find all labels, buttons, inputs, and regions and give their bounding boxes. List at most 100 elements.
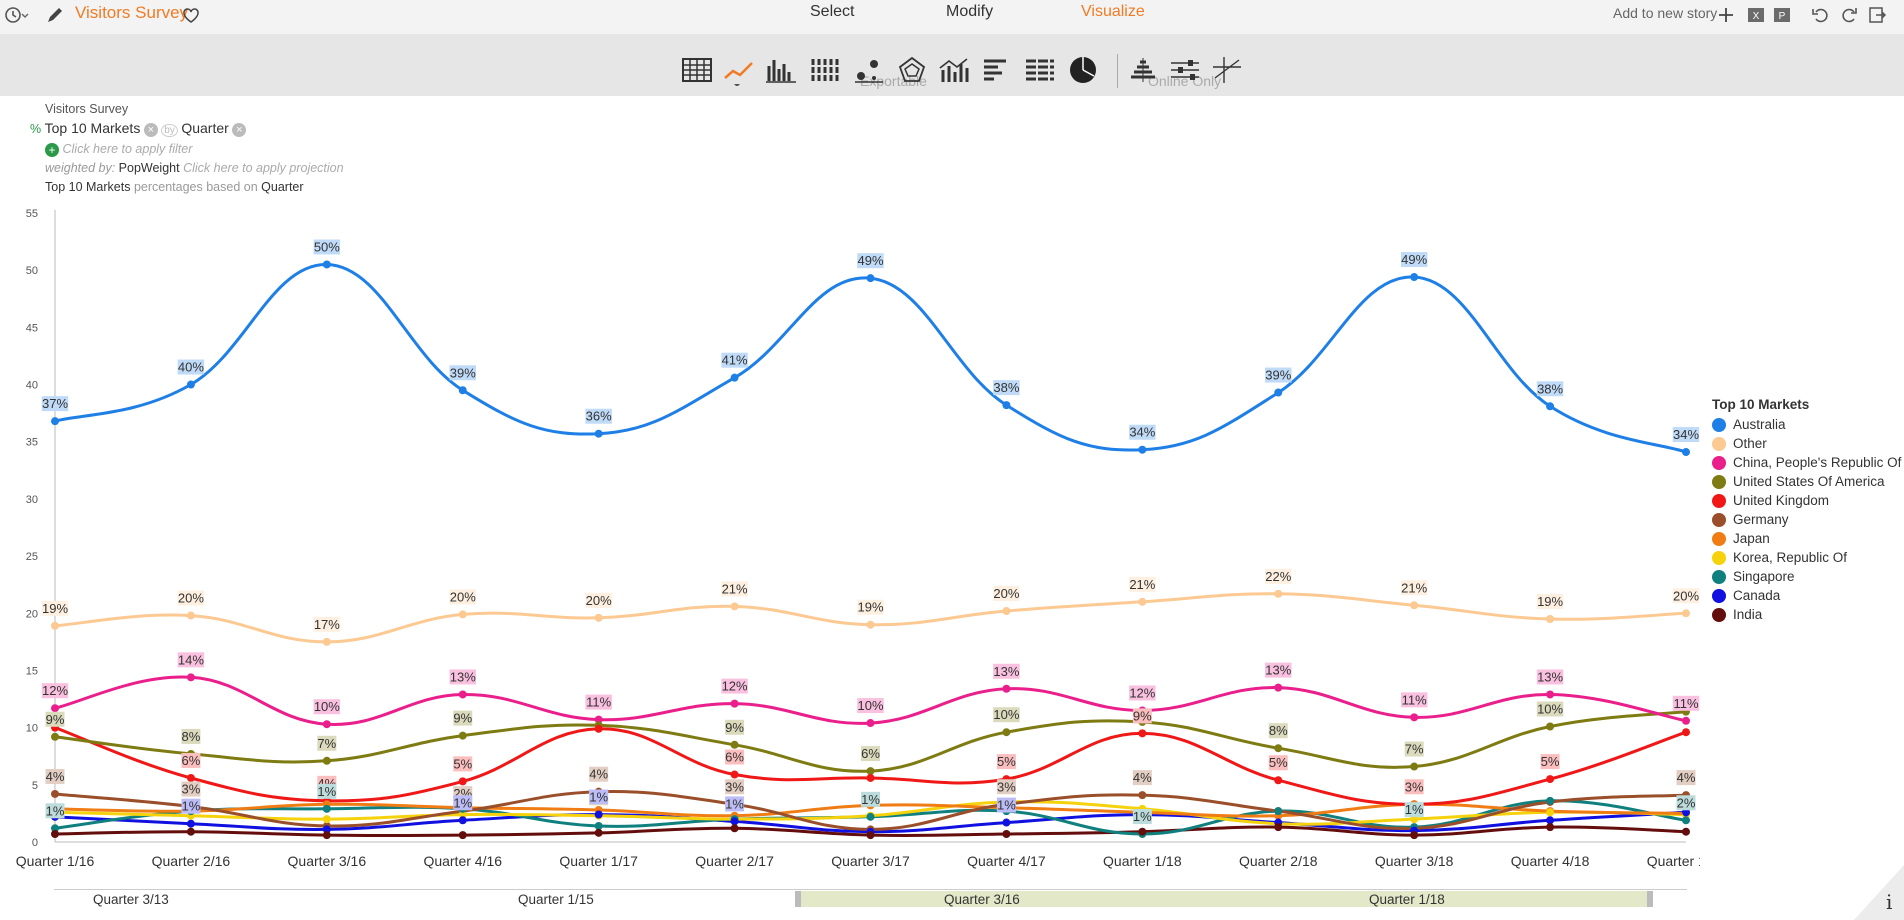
data-label: 9% [453, 711, 472, 726]
legend-item[interactable]: India [1712, 605, 1901, 624]
legend-label: United Kingdom [1733, 493, 1830, 508]
timeline-navigator[interactable] [54, 889, 1687, 910]
x-tick-label: Quarter 2/18 [1239, 853, 1318, 869]
projection-placeholder[interactable]: Click here to apply projection [183, 161, 344, 175]
history-icon[interactable] [2, 4, 24, 26]
exit-icon[interactable] [1866, 4, 1888, 26]
remove-row-icon[interactable]: × [143, 122, 158, 137]
navigator-left-handle[interactable] [795, 891, 801, 907]
data-point [1002, 606, 1011, 615]
slider-icon[interactable] [1168, 54, 1202, 86]
radar-icon[interactable] [895, 54, 929, 86]
data-point [458, 690, 467, 699]
data-point [1546, 690, 1555, 699]
data-label: 1% [725, 796, 744, 811]
add-to-story-link[interactable]: Add to new story [1613, 5, 1718, 21]
data-point [1682, 816, 1690, 825]
pyramid-icon[interactable] [1126, 54, 1160, 86]
online-only-label: Online Only [1148, 73, 1222, 89]
info-icon[interactable]: i [1886, 890, 1893, 914]
data-label-bg [589, 789, 609, 805]
data-label-bg [721, 581, 748, 597]
scatter-icon[interactable] [852, 54, 886, 86]
data-label-bg [1132, 770, 1152, 786]
bar-chart-icon[interactable] [764, 54, 798, 86]
line-chart: 0 5 10 15 20 25 30 35 40 45 50 55 Quarter 1/16 Quarte… [16, 208, 1700, 869]
weight-variable[interactable]: PopWeight [118, 161, 180, 175]
data-label: 22% [1265, 569, 1291, 584]
dataset-name: Visitors Survey [45, 102, 129, 116]
data-point [594, 613, 603, 622]
tab-modify[interactable]: Modify [946, 3, 994, 20]
data-label-bg [449, 669, 476, 685]
legend-item[interactable]: China, People's Republic Of [1712, 453, 1901, 472]
percent-icon: % [30, 122, 42, 136]
stacked-horizontal-bar-icon[interactable] [1023, 54, 1057, 86]
chevron-down-icon[interactable] [20, 4, 30, 26]
line-chart-icon[interactable] [722, 54, 756, 87]
data-point [866, 812, 875, 821]
legend-item[interactable]: Other [1712, 434, 1901, 453]
y-tick-label: 55 [26, 208, 38, 220]
plus-icon[interactable] [1715, 4, 1737, 26]
legend-item[interactable]: United Kingdom [1712, 491, 1901, 510]
data-point [1682, 448, 1690, 457]
data-label: 1% [1405, 802, 1424, 817]
excel-icon[interactable]: X [1745, 4, 1767, 26]
table-icon[interactable] [680, 54, 714, 86]
info-corner[interactable] [1854, 865, 1904, 920]
data-label-bg [177, 590, 205, 606]
data-point [730, 817, 739, 826]
data-label-bg [721, 678, 748, 694]
legend-swatch [1712, 494, 1726, 509]
pie-chart-icon[interactable] [1066, 54, 1100, 86]
combo-chart-icon[interactable] [937, 54, 971, 86]
data-point [1682, 728, 1690, 737]
data-label: 41% [722, 353, 748, 368]
data-label-bg [1672, 427, 1700, 443]
navigator-right-handle[interactable] [1647, 891, 1653, 907]
undo-icon[interactable] [1810, 4, 1832, 26]
data-label-bg [993, 663, 1020, 679]
powerpoint-icon[interactable]: P [1771, 4, 1793, 26]
legend-item[interactable]: Canada [1712, 586, 1901, 605]
data-label-bg [1676, 795, 1696, 811]
data-point [1682, 827, 1690, 836]
data-label-bg [1672, 695, 1700, 711]
data-point [322, 825, 331, 834]
navigator-selection[interactable] [797, 891, 1652, 907]
legend-item[interactable]: United States Of America [1712, 472, 1901, 491]
data-label-bg [1268, 755, 1288, 771]
base-variable: Top 10 Markets [45, 180, 131, 194]
filter-placeholder[interactable]: Click here to apply filter [62, 142, 193, 156]
svg-text:P: P [1779, 11, 1786, 22]
edit-icon[interactable] [44, 4, 66, 26]
tab-visualize[interactable]: Visualize [1081, 3, 1145, 20]
cross-icon[interactable] [1210, 54, 1244, 86]
data-point [458, 777, 467, 786]
data-point [186, 819, 195, 828]
data-label: 19% [1537, 594, 1563, 609]
tab-select[interactable]: Select [810, 3, 855, 20]
legend-item[interactable]: Singapore [1712, 567, 1901, 586]
add-filter-icon[interactable]: + [45, 142, 59, 157]
data-point [1274, 388, 1283, 397]
horizontal-bar-icon[interactable] [980, 54, 1014, 86]
legend-item[interactable]: Germany [1712, 510, 1901, 529]
legend-item[interactable]: Japan [1712, 529, 1901, 548]
data-label: 49% [1401, 252, 1427, 267]
remove-column-icon[interactable]: × [232, 122, 247, 137]
stacked-bar-icon[interactable] [808, 54, 842, 86]
heart-icon[interactable] [180, 4, 202, 26]
x-tick-label: Quarter 2/16 [152, 853, 231, 869]
column-variable[interactable]: Quarter [181, 120, 229, 136]
data-label-bg [177, 652, 205, 668]
legend-item[interactable]: Australia [1712, 415, 1901, 434]
data-label-bg [996, 754, 1016, 770]
data-label: 38% [993, 380, 1019, 395]
row-variable[interactable]: Top 10 Markets [44, 120, 141, 136]
legend-swatch [1712, 475, 1726, 490]
legend-item[interactable]: Korea, Republic Of [1712, 548, 1901, 567]
data-label: 20% [450, 589, 476, 604]
refresh-icon[interactable] [1838, 4, 1860, 26]
